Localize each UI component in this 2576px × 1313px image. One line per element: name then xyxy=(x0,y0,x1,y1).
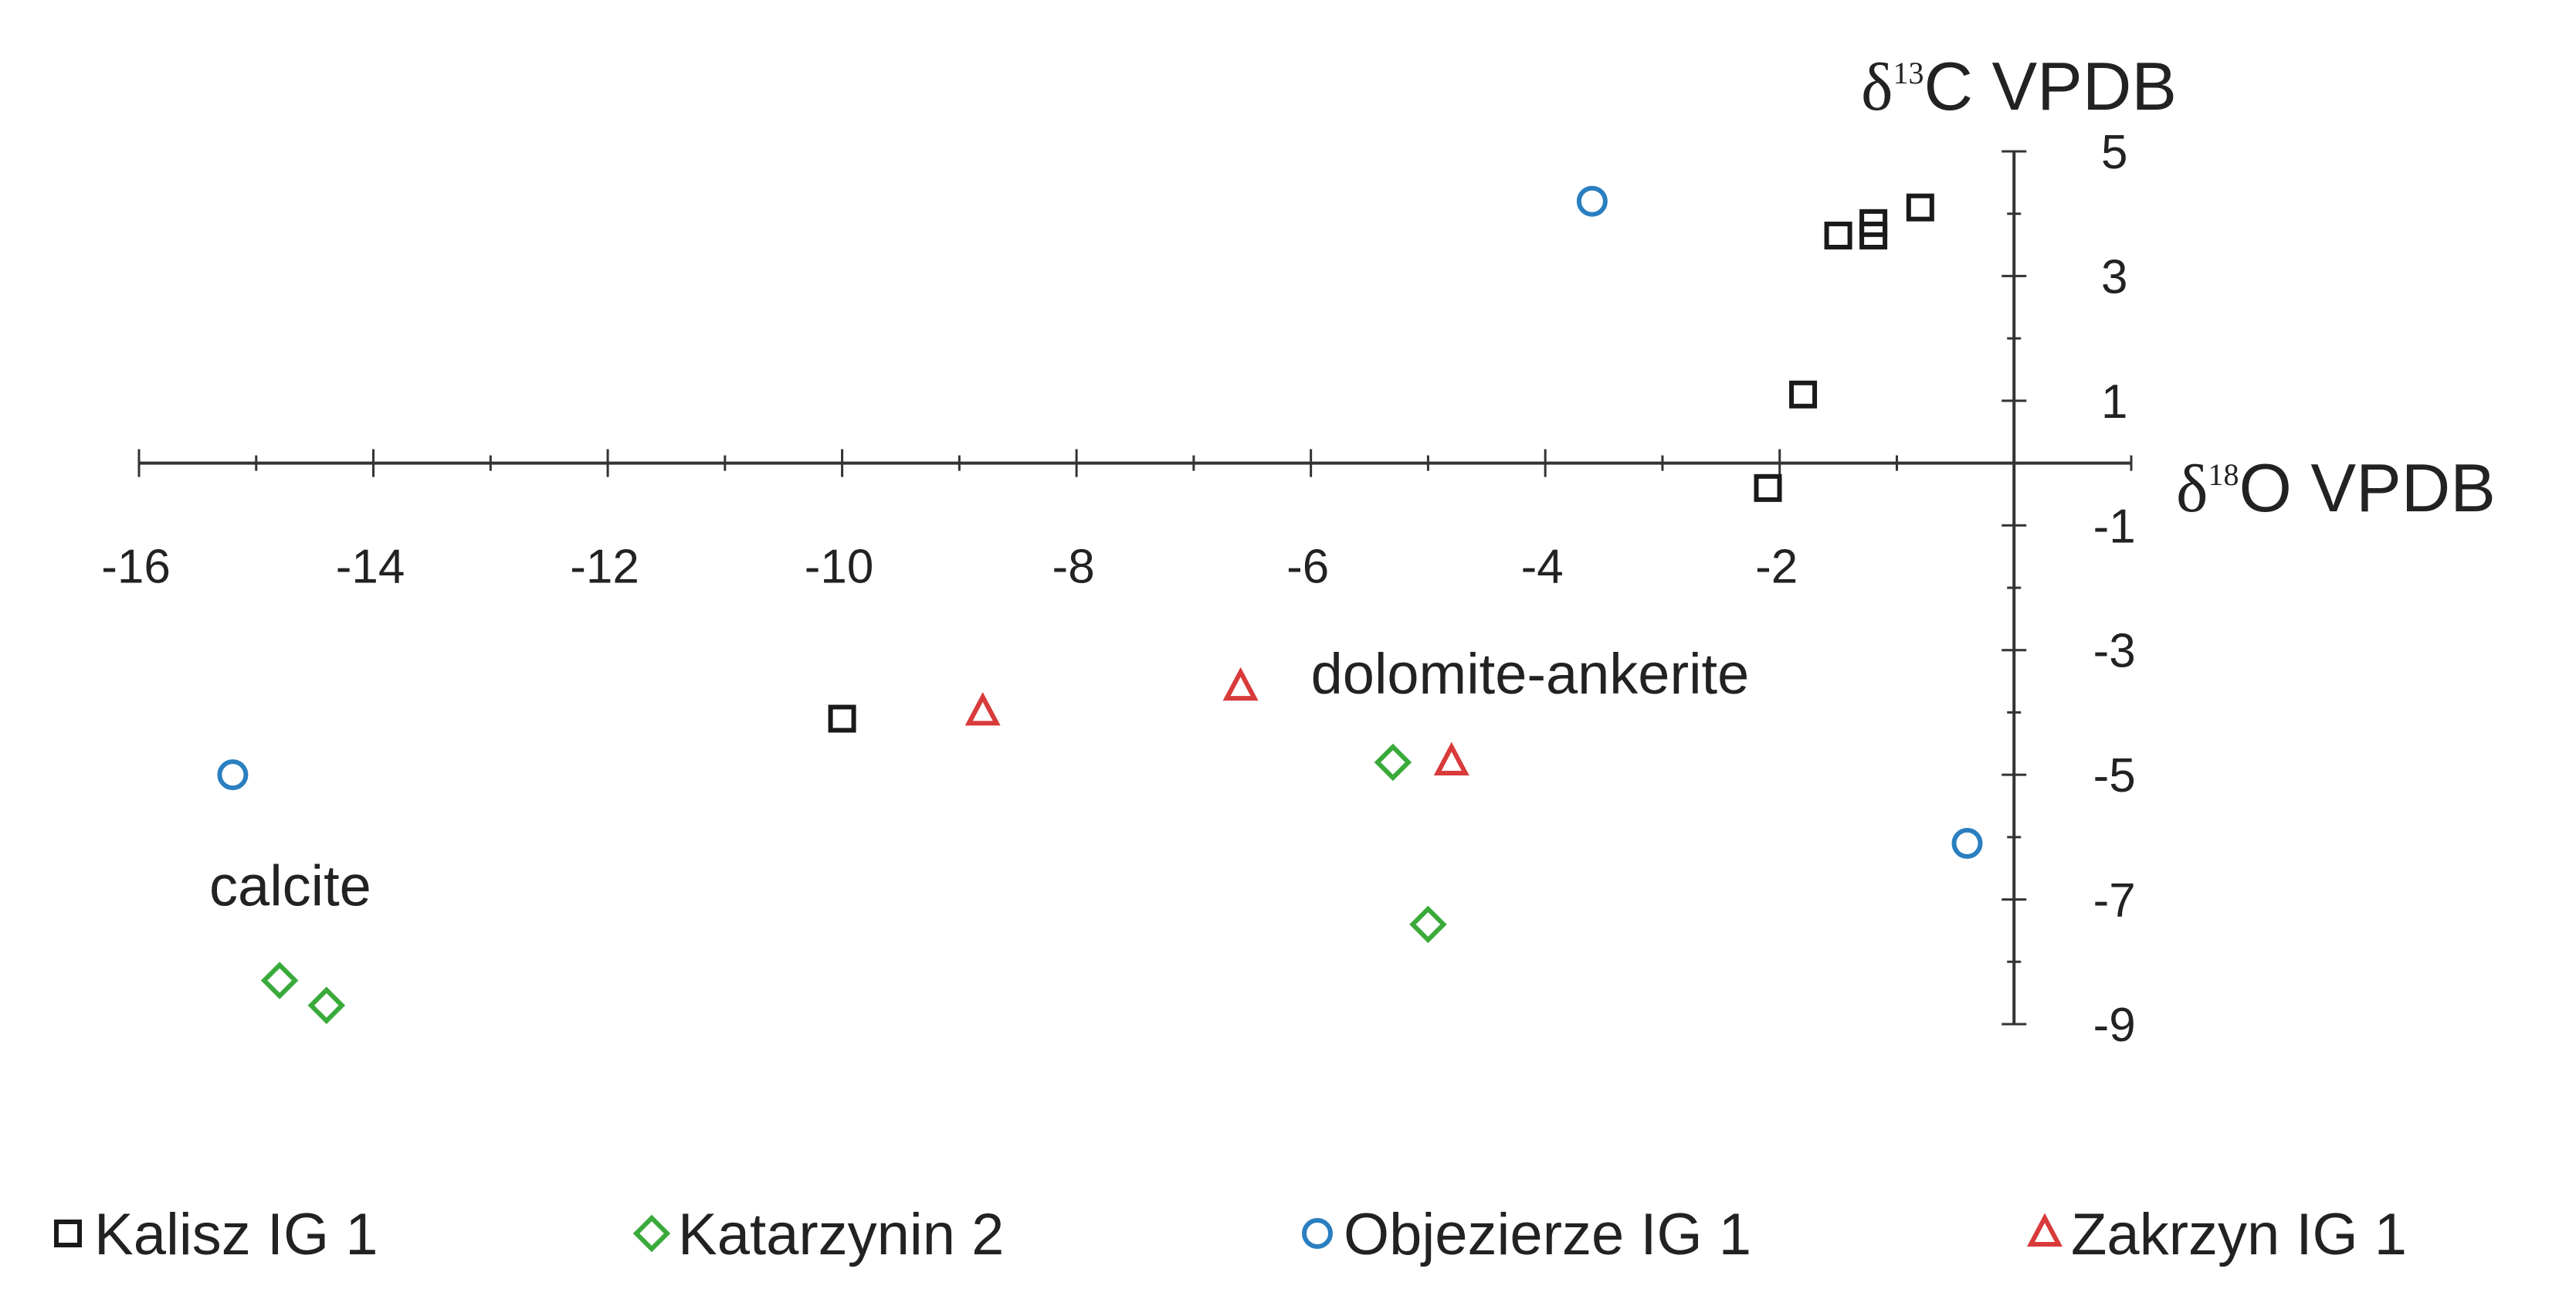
legend-marker-circle xyxy=(1302,1218,1333,1249)
legend-item: Objezierze IG 1 xyxy=(1302,1202,1751,1267)
x-tick-label: -2 xyxy=(1755,541,1798,594)
data-point-square xyxy=(1859,221,1888,249)
legend-item: Katarzynin 2 xyxy=(632,1202,1004,1267)
x-ticks: -16 -14 -12 -10 -8 -6 -4 -2 xyxy=(101,449,2133,594)
y-tick-label: -5 xyxy=(2093,749,2136,802)
data-point-square xyxy=(828,704,856,733)
y-tick-label: 3 xyxy=(2101,250,2127,304)
data-point-triangle xyxy=(1433,741,1469,775)
data-point-diamond xyxy=(1409,905,1447,944)
data-point-triangle xyxy=(1222,667,1259,701)
data-point-square xyxy=(1754,473,1782,502)
data-point-diamond xyxy=(307,986,346,1025)
legend-label: Kalisz IG 1 xyxy=(94,1202,378,1267)
legend-marker-square xyxy=(54,1220,82,1247)
x-axis-title-prefix: δ xyxy=(2176,452,2208,527)
annotations: calcite dolomite-ankerite xyxy=(209,642,1749,918)
x-axis-title: δ18O VPDB xyxy=(2176,450,2496,527)
legend-marker-diamond xyxy=(632,1214,671,1253)
x-tick-label: -14 xyxy=(336,541,405,594)
legend: Kalisz IG 1 Katarzynin 2 Objezierze IG 1 Za… xyxy=(54,1202,2407,1267)
data-point-circle xyxy=(1951,827,1983,859)
x-tick-label: -4 xyxy=(1521,541,1564,594)
annotation-label: calcite xyxy=(209,854,371,918)
axes: -16 -14 -12 -10 -8 -6 -4 -2 5 3 1 -1 -3 -5 -7 -9 xyxy=(101,126,2136,1052)
y-axis-title-superscript: 13 xyxy=(1893,56,1924,90)
x-tick-label: -10 xyxy=(805,541,874,594)
y-tick-label: -7 xyxy=(2093,874,2136,928)
x-tick-label: -12 xyxy=(570,541,639,594)
x-axis-title-main: O VPDB xyxy=(2239,450,2496,526)
legend-label: Zakrzyn IG 1 xyxy=(2071,1202,2407,1267)
data-point-circle xyxy=(217,759,249,791)
y-axis-title-prefix: δ xyxy=(1861,50,1893,125)
legend-label: Objezierze IG 1 xyxy=(1344,1202,1751,1267)
data-point-circle xyxy=(1576,185,1608,217)
y-tick-label: 5 xyxy=(2101,126,2127,179)
data-points xyxy=(217,185,1983,1025)
x-tick-label: -8 xyxy=(1052,541,1095,594)
y-axis-title: δ13C VPDB xyxy=(1861,48,2177,125)
x-tick-label: -16 xyxy=(101,541,171,594)
data-point-square xyxy=(1824,221,1852,249)
legend-marker-triangle xyxy=(2027,1213,2062,1247)
data-point-square xyxy=(1906,193,1934,222)
annotation-label: dolomite-ankerite xyxy=(1311,642,1750,706)
legend-item: Zakrzyn IG 1 xyxy=(2027,1202,2407,1267)
data-point-triangle xyxy=(964,692,1001,726)
x-axis-title-superscript: 18 xyxy=(2208,457,2239,492)
y-tick-label: -9 xyxy=(2093,999,2136,1052)
y-ticks: 5 3 1 -1 -3 -5 -7 -9 xyxy=(2001,126,2136,1052)
legend-item: Kalisz IG 1 xyxy=(54,1202,378,1267)
y-tick-label: 1 xyxy=(2101,375,2127,429)
data-point-square xyxy=(1789,380,1818,409)
x-tick-label: -6 xyxy=(1286,541,1329,594)
y-tick-label: -1 xyxy=(2093,500,2136,553)
legend-label: Katarzynin 2 xyxy=(678,1202,1004,1267)
data-point-diamond xyxy=(1374,743,1412,782)
data-point-diamond xyxy=(260,962,299,999)
y-tick-label: -3 xyxy=(2093,625,2136,678)
y-axis-title-main: C VPDB xyxy=(1924,48,2177,124)
